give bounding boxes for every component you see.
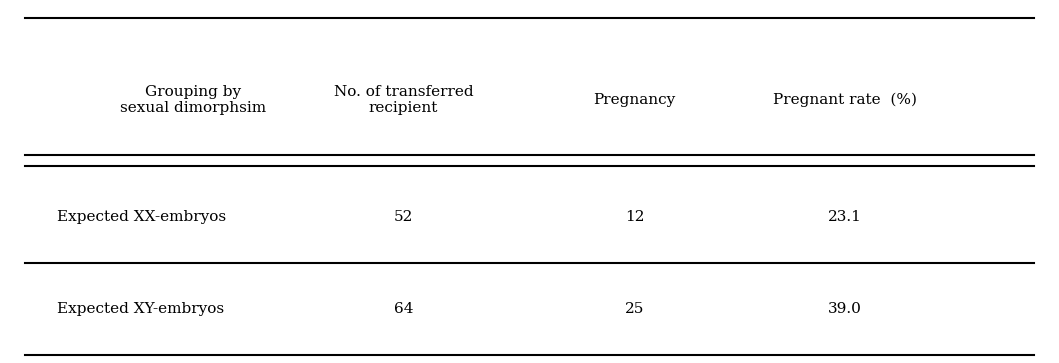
- Text: 52: 52: [394, 210, 413, 224]
- Text: 39.0: 39.0: [828, 302, 862, 316]
- Text: 64: 64: [394, 302, 413, 316]
- Text: No. of transferred
recipient: No. of transferred recipient: [334, 85, 473, 115]
- Text: 23.1: 23.1: [828, 210, 862, 224]
- Text: Expected XX-embryos: Expected XX-embryos: [57, 210, 226, 224]
- Text: 12: 12: [625, 210, 644, 224]
- Text: Pregnant rate  (%): Pregnant rate (%): [773, 93, 917, 107]
- Text: Pregnancy: Pregnancy: [593, 93, 676, 107]
- Text: Grouping by
sexual dimorphsim: Grouping by sexual dimorphsim: [121, 85, 267, 115]
- Text: 25: 25: [625, 302, 644, 316]
- Text: Expected XY-embryos: Expected XY-embryos: [57, 302, 223, 316]
